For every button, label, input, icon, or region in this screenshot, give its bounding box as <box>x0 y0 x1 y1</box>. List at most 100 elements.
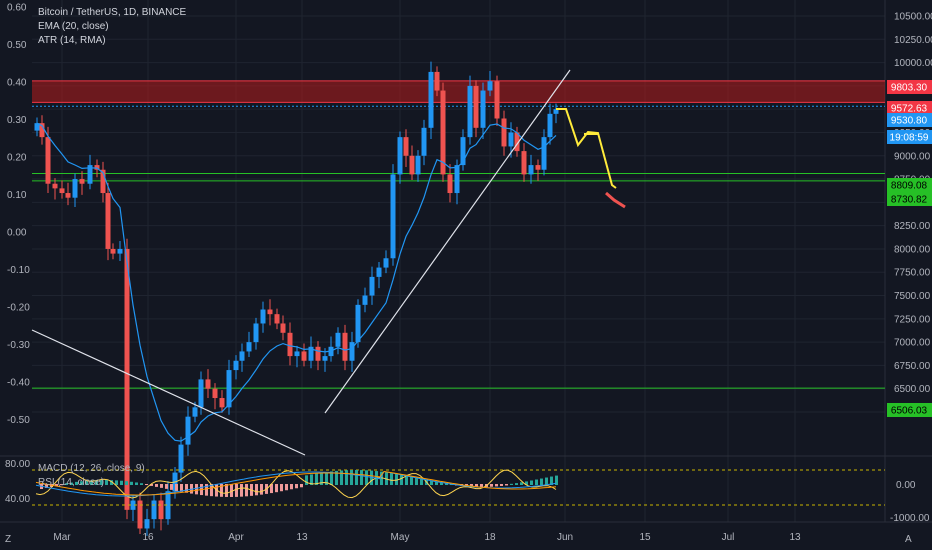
macd-bar <box>270 484 273 494</box>
chart-title: Bitcoin / TetherUS, 1D, BINANCE <box>38 7 187 18</box>
macd-bar <box>530 480 533 485</box>
atr-tick: 0.60 <box>7 3 27 14</box>
price-label-box <box>887 101 932 115</box>
candle-body <box>349 342 355 361</box>
candle-body <box>144 519 150 529</box>
candle-body <box>355 304 361 343</box>
macd-bar <box>255 484 258 496</box>
price-tick: 6500.00 <box>894 384 931 395</box>
candle-body <box>45 137 51 184</box>
macd-bar <box>120 480 123 485</box>
candle-body <box>246 342 252 352</box>
macd-bar <box>470 484 473 487</box>
macd-bar <box>85 480 88 485</box>
rsi-indicator-label[interactable]: RSI (14, close) <box>38 477 105 488</box>
price-label: 19:08:59 <box>890 133 929 144</box>
macd-bar <box>540 478 543 485</box>
macd-bar <box>290 484 293 490</box>
macd-indicator-label[interactable]: MACD (12, 26, close, 9) <box>38 463 145 474</box>
macd-bar <box>365 470 368 485</box>
candle-body <box>287 332 293 357</box>
candle-body <box>494 81 500 119</box>
price-label-box <box>887 403 932 417</box>
candle-body <box>219 398 225 408</box>
candle-body <box>409 155 415 175</box>
price-tick: 6750.00 <box>894 361 931 372</box>
price-label: 8809.08 <box>891 181 928 192</box>
candle-body <box>460 137 466 166</box>
price-tick: 9000.00 <box>894 151 931 162</box>
candle-body <box>521 151 527 175</box>
candle-body <box>110 248 116 254</box>
candle-body <box>553 109 559 114</box>
resistance-zone <box>32 80 885 103</box>
candle-body <box>480 90 486 128</box>
macd-bar <box>195 484 198 495</box>
macd-bar <box>355 470 358 485</box>
macd-bar <box>325 472 328 485</box>
macd-bar <box>495 484 498 487</box>
date-tick: 16 <box>142 532 154 543</box>
auto-scale-button[interactable]: A <box>905 534 912 545</box>
candle-body <box>165 491 171 520</box>
macd-bar <box>100 480 103 485</box>
macd-bar <box>135 482 138 485</box>
macd-bar <box>240 484 243 497</box>
candle-body <box>487 81 493 91</box>
ema-indicator-label[interactable]: EMA (20, close) <box>38 21 109 32</box>
macd-bar <box>545 477 548 485</box>
atr-tick: 0.50 <box>7 40 27 51</box>
candle-body <box>212 388 218 399</box>
macd-bar <box>360 470 363 485</box>
macd-bar <box>155 484 158 487</box>
candle-body <box>130 500 136 510</box>
price-tick: 8000.00 <box>894 244 931 255</box>
candle-body <box>342 332 348 361</box>
downtrend-line <box>31 329 306 456</box>
macd-bar <box>390 473 393 485</box>
macd-bar <box>515 483 518 485</box>
candle-body <box>383 258 389 268</box>
candle-body <box>535 165 541 170</box>
signal-line <box>35 470 557 496</box>
candle-body <box>308 346 314 361</box>
target-arrow <box>605 191 626 209</box>
candle-body <box>178 444 184 473</box>
candle-body <box>376 267 382 277</box>
macd-bar <box>140 483 143 485</box>
macd-bar <box>555 475 558 485</box>
price-label-box <box>887 113 932 127</box>
date-tick: 15 <box>639 532 651 543</box>
atr-tick: -0.30 <box>7 340 30 351</box>
macd-bar <box>440 482 443 485</box>
price-tick: 10000.00 <box>894 58 932 69</box>
macd-bar <box>235 484 238 497</box>
price-label-box <box>887 192 932 206</box>
atr-tick: 0.40 <box>7 78 27 89</box>
atr-indicator-label[interactable]: ATR (14, RMA) <box>38 35 106 46</box>
macd-bar <box>75 481 78 485</box>
macd-line <box>35 470 557 497</box>
candle-body <box>34 123 40 131</box>
macd-bar <box>550 476 553 485</box>
macd-tick: -1000.00 <box>890 513 930 524</box>
price-label: 9803.30 <box>891 83 928 94</box>
macd-bar <box>300 484 303 488</box>
candle-body <box>514 132 520 152</box>
macd-bar <box>315 473 318 485</box>
atr-tick: -0.40 <box>7 378 30 389</box>
zoom-icon[interactable]: Z <box>5 534 12 545</box>
atr-tick: -0.10 <box>7 265 30 276</box>
date-tick: Jul <box>722 532 735 543</box>
candle-body <box>185 416 191 445</box>
date-tick: 13 <box>296 532 308 543</box>
candle-body <box>137 500 143 529</box>
candle-body <box>87 165 93 184</box>
macd-bar <box>405 475 408 485</box>
macd-bar <box>145 484 148 486</box>
macd-bar <box>445 483 448 485</box>
macd-bar <box>430 480 433 485</box>
macd-bar <box>335 470 338 485</box>
